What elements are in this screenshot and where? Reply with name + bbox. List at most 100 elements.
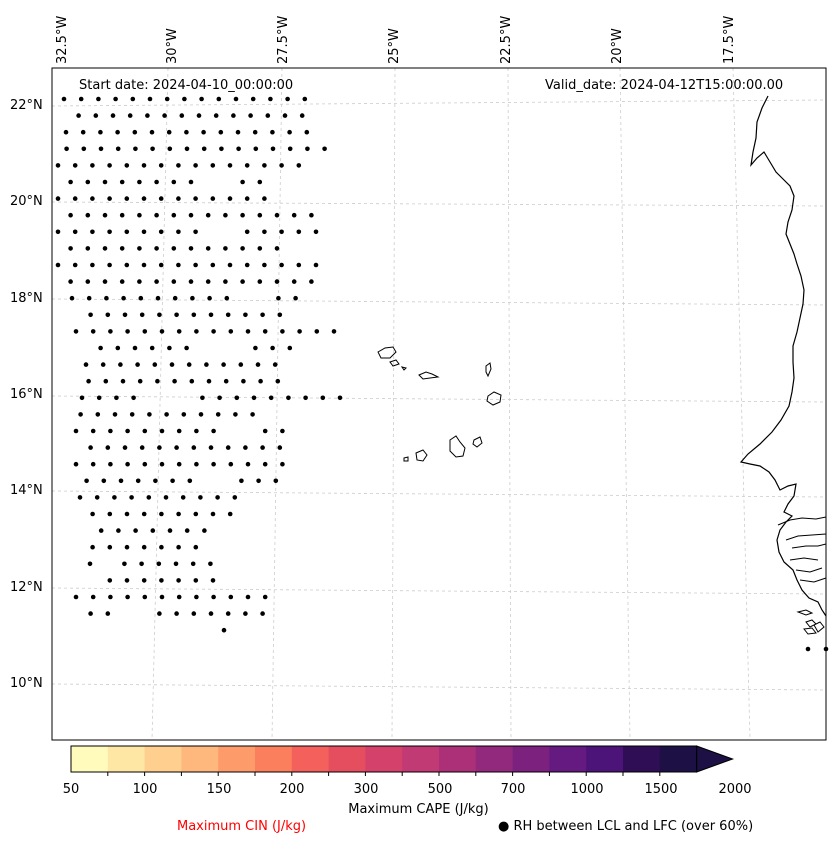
rh-dot: [137, 179, 142, 185]
valid-date-label: Valid_date: 2024-04-12T15:00:00.00: [545, 78, 784, 93]
rh-dot: [208, 312, 214, 318]
rh-dot: [85, 246, 91, 251]
rh-dot: [305, 146, 310, 152]
rh-dot: [96, 96, 101, 102]
rh-dot: [105, 445, 111, 450]
rh-dot: [193, 229, 198, 235]
rh-dot: [142, 594, 148, 600]
rh-dot: [221, 362, 226, 367]
rh-dot: [124, 262, 130, 268]
gridline-lon-17-5w: [732, 67, 751, 741]
lat-label-20n: 20°N: [10, 194, 43, 209]
rh-dot: [193, 578, 199, 583]
rh-dot: [176, 544, 181, 550]
rh-dot: [141, 229, 147, 235]
rh-dot: [102, 212, 108, 218]
rh-dot: [159, 428, 165, 434]
rh-dot: [205, 246, 211, 251]
rh-dot: [279, 163, 284, 168]
rh-dot: [287, 146, 293, 152]
rh-dot: [303, 395, 308, 401]
rh-dot: [164, 412, 169, 417]
rh-dot: [61, 96, 67, 102]
colorbar-segment: [512, 746, 550, 772]
rh-dot: [102, 179, 108, 185]
rh-dot: [107, 544, 113, 550]
rh-dot: [250, 96, 256, 102]
rh-dot: [243, 611, 248, 616]
legend-rh-marker: ●: [498, 819, 510, 834]
rh-dot: [139, 561, 144, 567]
rh-dot: [313, 262, 319, 268]
rh-dot: [108, 594, 113, 600]
rh-dot: [277, 445, 283, 450]
rh-dot: [68, 279, 73, 284]
rh-dot: [176, 196, 181, 201]
gridline-lat-16n: [51, 395, 827, 403]
gridline-lat-18n: [51, 298, 827, 306]
rh-dot: [256, 478, 261, 484]
rh-dot: [171, 212, 177, 218]
gridline-lat-12n: [51, 587, 827, 595]
rh-dot: [228, 461, 234, 467]
rh-dot: [116, 528, 121, 533]
rh-dot: [159, 594, 165, 600]
rh-dot: [154, 179, 159, 185]
rh-dot: [296, 163, 302, 168]
rh-dot: [257, 246, 263, 251]
legend-rh: ● RH between LCL and LFC (over 60%): [498, 819, 753, 834]
rh-dot: [180, 495, 186, 500]
rh-dot: [215, 495, 220, 500]
rh-dot: [72, 229, 78, 235]
rh-dot: [115, 129, 120, 135]
rh-dot: [273, 478, 279, 484]
rh-dot: [194, 594, 199, 600]
rh-dot: [211, 428, 216, 434]
rh-dot: [227, 262, 233, 268]
rh-dot: [132, 345, 138, 351]
colorbar-segment: [475, 746, 514, 772]
colorbar-title: Maximum CAPE (J/kg): [348, 802, 489, 817]
rh-dot: [90, 511, 95, 517]
rh-dot: [85, 179, 91, 185]
rh-dot: [157, 611, 162, 616]
rh-dot: [243, 445, 248, 450]
rh-dot: [87, 561, 93, 567]
rh-dot: [107, 262, 112, 268]
rh-dot: [215, 412, 221, 417]
rh-dot: [282, 113, 288, 118]
rh-dot: [232, 495, 238, 500]
rh-dot: [291, 212, 297, 218]
rh-dot: [103, 378, 109, 384]
rh-dot: [260, 445, 265, 450]
rh-dot: [173, 561, 179, 567]
rh-dot: [224, 295, 230, 301]
rh-dot: [115, 146, 121, 152]
rh-dot: [270, 129, 275, 135]
island-sao-vicente: [389, 359, 400, 367]
rh-dot: [218, 129, 224, 135]
rh-dot: [72, 196, 78, 201]
rh-dot: [137, 378, 143, 384]
rh-dot: [228, 594, 234, 600]
rh-dot: [146, 495, 152, 500]
colorbar-segment: [365, 746, 403, 772]
rh-dot: [193, 511, 199, 517]
rh-dot: [145, 113, 150, 118]
rh-dot: [150, 146, 155, 152]
rh-dot: [188, 179, 194, 185]
rh-dot: [171, 279, 177, 284]
rh-dot: [200, 395, 205, 401]
rh-dot: [115, 345, 121, 351]
rh-dot: [322, 146, 327, 152]
rh-dot: [137, 212, 142, 218]
rh-dot: [129, 412, 135, 417]
lat-label-14n: 14°N: [10, 483, 43, 498]
rh-dot: [90, 196, 95, 201]
rh-dot: [243, 312, 248, 318]
rh-dot: [141, 578, 147, 583]
rh-dot: [78, 96, 84, 102]
rh-dot: [125, 329, 130, 334]
gridline-lon-20w: [619, 67, 631, 741]
